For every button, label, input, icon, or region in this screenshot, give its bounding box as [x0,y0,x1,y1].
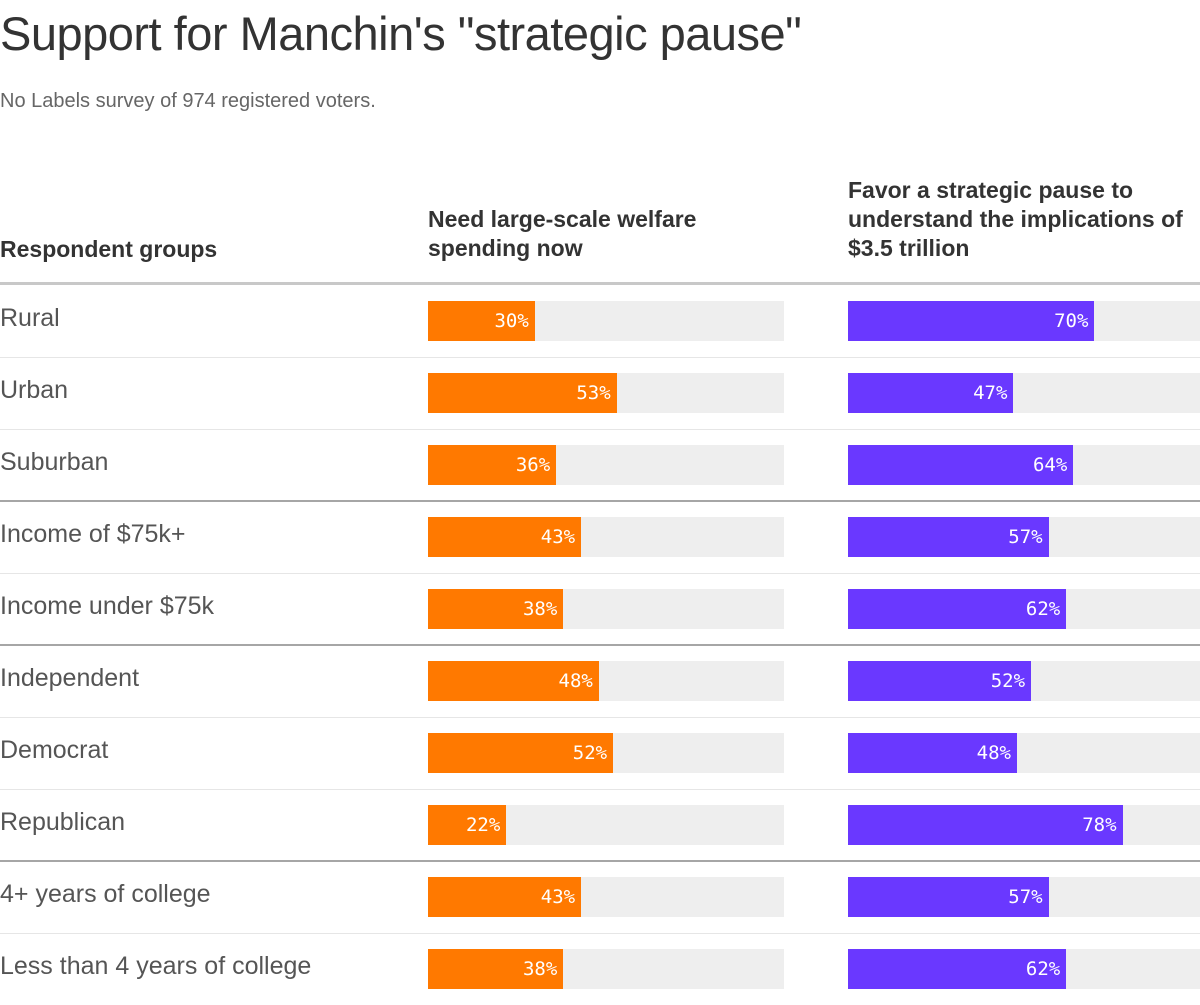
pause-bar: 62% [848,949,1066,989]
pause-bar-track: 48% [848,733,1200,773]
pause-value-label: 78% [1082,814,1116,836]
pause-bar-track: 52% [848,661,1200,701]
welfare-value-label: 52% [573,742,607,764]
pause-bar-track: 57% [848,877,1200,917]
welfare-bar: 43% [428,517,581,557]
pause-value-label: 48% [977,742,1011,764]
welfare-bar: 38% [428,589,563,629]
pause-value-label: 62% [1026,958,1060,980]
welfare-value-label: 30% [494,310,528,332]
row-label: Urban [0,376,68,405]
welfare-bar-track: 36% [428,445,784,485]
pause-bar: 52% [848,661,1031,701]
welfare-value-label: 38% [523,958,557,980]
pause-value-label: 62% [1026,598,1060,620]
welfare-value-label: 48% [559,670,593,692]
row-democrat: Democrat 52% 48% [0,717,1200,789]
column-header-respondent-groups: Respondent groups [0,235,217,264]
row-label: Income under $75k [0,592,214,621]
pause-bar: 47% [848,373,1013,413]
pause-value-label: 57% [1008,886,1042,908]
row-income-under-75k: Income under $75k 38% 62% [0,573,1200,645]
welfare-bar: 30% [428,301,535,341]
column-header-welfare-spending: Need large-scale welfare spending now [428,205,788,263]
welfare-bar-track: 52% [428,733,784,773]
row-republican: Republican 22% 78% [0,789,1200,861]
welfare-value-label: 53% [576,382,610,404]
row-urban: Urban 53% 47% [0,357,1200,429]
welfare-bar: 36% [428,445,556,485]
pause-value-label: 57% [1008,526,1042,548]
pause-bar: 78% [848,805,1123,845]
welfare-value-label: 36% [516,454,550,476]
pause-value-label: 64% [1033,454,1067,476]
row-label: Income of $75k+ [0,520,186,549]
pause-bar: 48% [848,733,1017,773]
column-header-strategic-pause: Favor a strategic pause to understand th… [848,176,1200,263]
welfare-bar-track: 38% [428,949,784,989]
welfare-value-label: 43% [541,886,575,908]
pause-bar-track: 57% [848,517,1200,557]
row-label: Rural [0,304,60,333]
row-label: 4+ years of college [0,880,211,909]
welfare-bar: 52% [428,733,613,773]
welfare-bar: 43% [428,877,581,917]
pause-bar: 57% [848,517,1049,557]
pause-bar-track: 70% [848,301,1200,341]
row-suburban: Suburban 36% 64% [0,429,1200,501]
welfare-bar: 48% [428,661,599,701]
row-income-of-75k: Income of $75k+ 43% 57% [0,501,1200,573]
row-label: Less than 4 years of college [0,952,311,981]
welfare-bar: 53% [428,373,617,413]
row-label: Independent [0,664,139,693]
pause-value-label: 47% [973,382,1007,404]
pause-bar: 57% [848,877,1049,917]
welfare-bar-track: 22% [428,805,784,845]
row-label: Democrat [0,736,108,765]
chart-title: Support for Manchin's "strategic pause" [0,6,801,61]
pause-bar-track: 78% [848,805,1200,845]
pause-bar: 64% [848,445,1073,485]
welfare-bar-track: 48% [428,661,784,701]
pause-bar: 70% [848,301,1094,341]
pause-value-label: 52% [991,670,1025,692]
welfare-bar-track: 38% [428,589,784,629]
row-4-years-of-college: 4+ years of college 43% 57% [0,861,1200,933]
pause-bar-track: 47% [848,373,1200,413]
welfare-bar-track: 43% [428,877,784,917]
pause-bar-track: 64% [848,445,1200,485]
welfare-value-label: 38% [523,598,557,620]
row-label: Republican [0,808,125,837]
chart-subtitle: No Labels survey of 974 registered voter… [0,90,376,113]
pause-bar: 62% [848,589,1066,629]
welfare-value-label: 22% [466,814,500,836]
welfare-bar: 22% [428,805,506,845]
pause-value-label: 70% [1054,310,1088,332]
welfare-bar-track: 30% [428,301,784,341]
row-label: Suburban [0,448,108,477]
row-rural: Rural 30% 70% [0,285,1200,357]
welfare-value-label: 43% [541,526,575,548]
row-less-than-4-years-of-college: Less than 4 years of college 38% 62% [0,933,1200,1005]
pause-bar-track: 62% [848,589,1200,629]
welfare-bar-track: 53% [428,373,784,413]
welfare-bar-track: 43% [428,517,784,557]
welfare-bar: 38% [428,949,563,989]
row-independent: Independent 48% 52% [0,645,1200,717]
pause-bar-track: 62% [848,949,1200,989]
